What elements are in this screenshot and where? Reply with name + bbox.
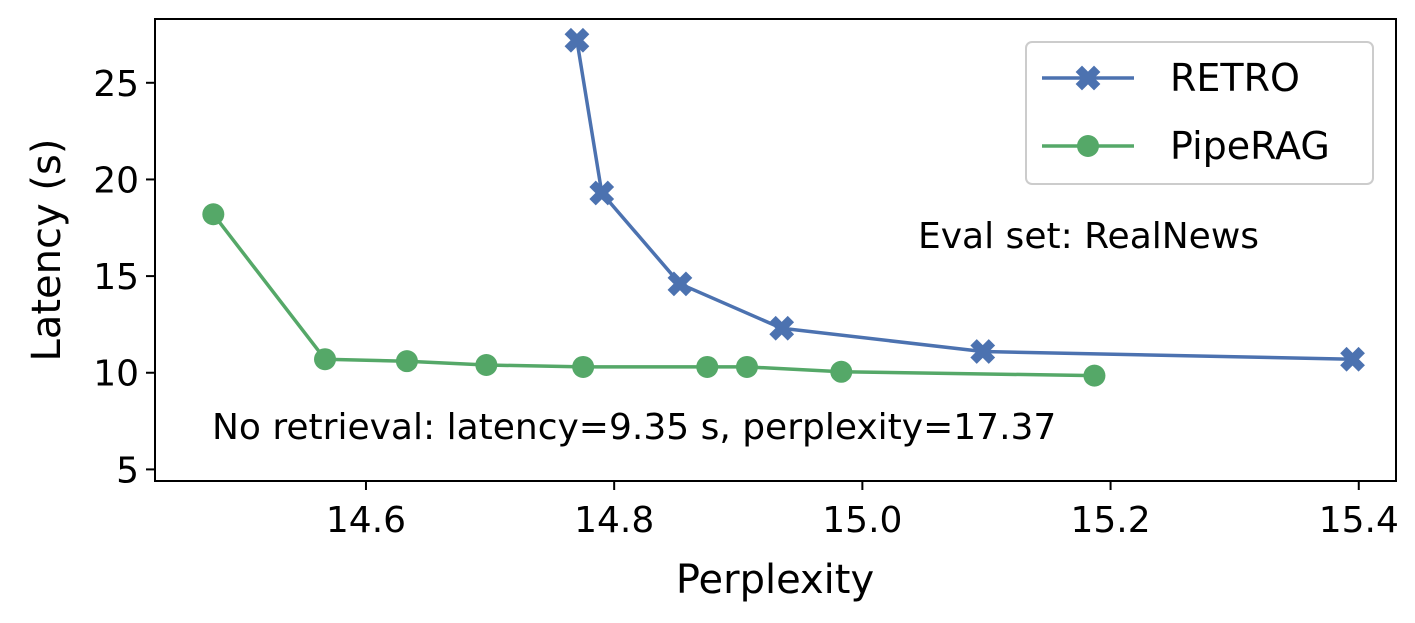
y-axis-label: Latency (s) [24,139,70,362]
legend-marker-retro [1075,65,1101,91]
legend-marker-piperag [1077,135,1099,157]
data-point-piperag [395,350,418,373]
data-point-piperag [202,203,225,226]
xtick-marks [364,481,1360,490]
ytick-label: 20 [93,160,139,201]
ytick-label: 15 [93,257,139,298]
series-markers [202,27,1365,387]
series-line-retro [575,40,1353,361]
data-point-piperag [830,360,853,383]
ytick-marks [146,81,155,471]
annotation-eval-set: Eval set: RealNews [918,216,1259,257]
ytick-label: 25 [93,64,139,105]
data-point-piperag [475,354,498,377]
annotation-no-retrieval: No retrieval: latency=9.35 s, perplexity… [212,407,1056,448]
xtick-label: 15.0 [822,500,902,541]
x-axis-label: Perplexity [676,557,874,603]
data-point-piperag [314,348,337,371]
data-point-retro [769,315,795,341]
plot-frame [154,18,1397,482]
data-point-piperag [1083,364,1106,387]
data-point-retro [589,180,615,206]
xtick-labels: 14.6 14.8 15.0 15.2 15.4 [326,500,1399,541]
xtick-label: 15.2 [1070,500,1150,541]
ytick-labels: 5 10 15 20 25 [93,64,139,492]
xtick-label: 14.8 [574,500,654,541]
ytick-label: 10 [93,354,139,395]
data-point-piperag [735,355,758,378]
legend-label-piperag: PipeRAG [1170,124,1330,168]
data-point-piperag [572,355,595,378]
data-point-retro [1340,346,1365,372]
data-point-piperag [696,355,719,378]
data-point-retro [667,271,693,297]
xtick-label: 14.6 [326,500,406,541]
xtick-label: 15.4 [1319,500,1399,541]
legend-label-retro: RETRO [1170,56,1300,100]
ytick-label: 5 [116,450,139,491]
data-point-retro [564,27,590,53]
legend: RETRO PipeRAG [1025,41,1374,185]
data-point-retro [970,339,996,364]
